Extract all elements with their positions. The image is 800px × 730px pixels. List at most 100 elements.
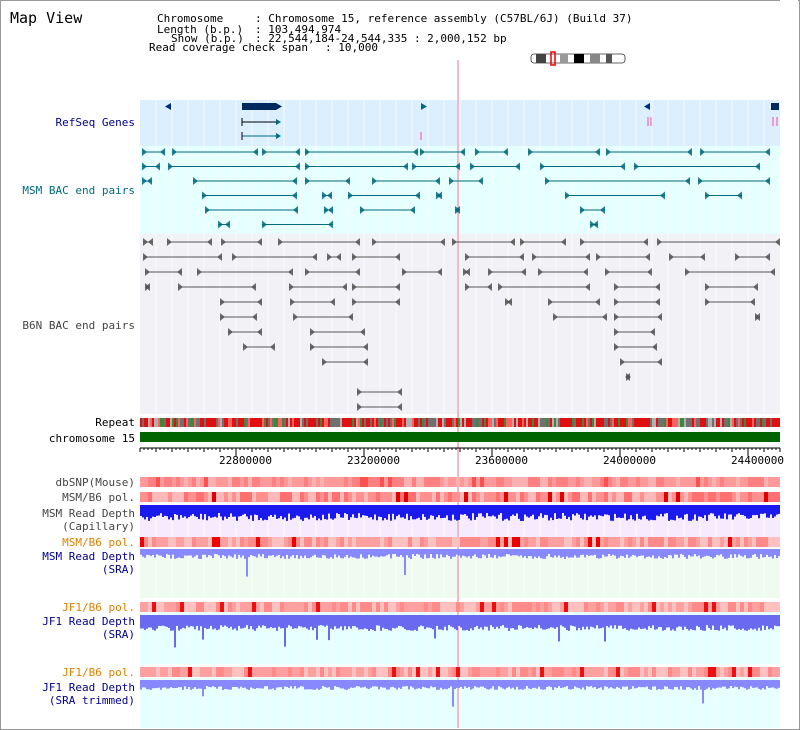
msm-pol2-cell	[364, 537, 368, 547]
dbsnp-cell	[592, 477, 596, 487]
jf1-trimmed-depth-bar	[650, 680, 652, 690]
track-label-jf1-depth-sra[interactable]: JF1 Read Depth	[42, 615, 135, 628]
repeat-segment	[288, 418, 290, 427]
msm-pol2-cell	[304, 537, 308, 547]
track-label-jf1-b6-pol-2[interactable]: JF1/B6 pol.	[62, 666, 135, 679]
msm-pol2-cell	[676, 537, 680, 547]
polymorphism-heat-rows[interactable]	[140, 477, 780, 677]
msm-pair-end	[590, 220, 595, 229]
read-depth-graphs[interactable]	[140, 505, 780, 707]
jf1-sra-depth-bar	[364, 615, 366, 629]
track-label-chromosome[interactable]: chromosome 15	[48, 432, 135, 445]
msm-capillary-depth-bar	[582, 505, 584, 520]
track-label-msm-b6-pol[interactable]: MSM/B6 pol.	[62, 491, 135, 504]
jf1-sra-depth-bar	[734, 615, 736, 629]
msm-capillary-depth-bar	[596, 505, 598, 520]
msm-pol-cell	[576, 492, 580, 502]
msm-pol-cell	[364, 492, 368, 502]
repeat-track[interactable]	[140, 418, 780, 427]
msm-capillary-depth-bar	[182, 505, 184, 518]
jf1-trimmed-depth-bar	[416, 680, 418, 689]
msm-pair-end	[415, 191, 420, 200]
dbsnp-cell	[416, 477, 420, 487]
track-label-msm-depth-sra[interactable]: MSM Read Depth	[42, 550, 135, 563]
jf1-trimmed-depth-bar	[310, 680, 312, 690]
jf1-sra-depth-bar	[264, 615, 266, 627]
dbsnp-cell	[460, 477, 464, 487]
msm-capillary-depth-bar	[674, 505, 676, 521]
track-label-dbsnp[interactable]: dbSNP(Mouse)	[55, 476, 135, 489]
msm-sra-depth-bar	[430, 549, 432, 555]
msm-capillary-depth-bar	[396, 505, 398, 517]
track-label-refseq-genes[interactable]: RefSeq Genes	[55, 116, 135, 129]
msm-pol-cell	[236, 492, 240, 502]
jf1-sra-depth-bar	[554, 615, 556, 629]
jf1-sra-depth-bar	[714, 615, 716, 630]
b6n-pair-end	[228, 328, 233, 336]
jf1-trimmed-depth-bar	[146, 680, 148, 690]
chromosome-ideogram[interactable]	[530, 51, 626, 66]
jf1-pol2-cell	[540, 667, 544, 677]
msm-pol-cell	[400, 492, 404, 502]
track-label-msm-depth-capillary[interactable]: MSM Read Depth	[42, 507, 135, 520]
msm-sra-depth-bar	[704, 549, 706, 557]
track-label-jf1-b6-pol[interactable]: JF1/B6 pol.	[62, 601, 135, 614]
msm-sra-depth-bar	[642, 549, 644, 556]
jf1-trimmed-depth-bar	[438, 680, 440, 690]
jf1-sra-depth-bar	[188, 615, 190, 628]
track-label-jf1-depth-trimmed[interactable]: JF1 Read Depth	[42, 681, 135, 694]
repeat-segment	[656, 418, 658, 427]
repeat-segment	[328, 418, 330, 427]
msm-capillary-depth-bar	[534, 505, 536, 520]
chromosome-bar[interactable]	[140, 432, 780, 442]
msm-sra-depth-bar	[668, 549, 670, 556]
msm-sra-depth-bar	[400, 549, 402, 556]
msm-pol2-cell	[652, 537, 656, 547]
msm-pol-cell	[644, 492, 648, 502]
repeat-segment	[674, 418, 676, 427]
b6n-pair-end	[775, 238, 780, 246]
track-label-msm-bac[interactable]: MSM BAC end pairs	[22, 184, 135, 197]
jf1-sra-depth-bar	[392, 615, 394, 628]
msm-sra-depth-bar	[546, 549, 548, 557]
track-label-msm-b6-pol-2[interactable]: MSM/B6 pol.	[62, 536, 135, 549]
jf1-trimmed-depth-bar	[150, 680, 152, 690]
b6n-pair-end	[655, 283, 660, 291]
track-label-repeat[interactable]: Repeat	[95, 416, 135, 429]
repeat-segment	[354, 418, 356, 427]
jf1-trimmed-depth-bar	[268, 680, 270, 690]
repeat-segment	[716, 418, 718, 427]
track-label-b6n-bac[interactable]: B6N BAC end pairs	[22, 319, 135, 332]
repeat-segment	[208, 418, 210, 427]
msm-pol-cell	[464, 492, 468, 502]
refseq-genes-track[interactable]	[165, 103, 779, 140]
jf1-trimmed-depth-bar	[214, 680, 216, 688]
b6n-bac-end-pairs-track[interactable]	[143, 238, 780, 426]
jf1-trimmed-depth-bar	[370, 680, 372, 688]
jf1-pol2-cell	[500, 667, 504, 677]
msm-capillary-depth-bar	[728, 505, 730, 515]
jf1-trimmed-depth-bar	[500, 680, 502, 688]
repeat-segment	[228, 418, 230, 427]
msm-pol-cell	[508, 492, 512, 502]
jf1-sra-depth-bar	[286, 615, 288, 628]
jf1-trimmed-depth-bar	[460, 680, 462, 687]
repeat-segment	[594, 418, 596, 427]
jf1-pol-cell	[416, 602, 420, 612]
msm-bac-end-pairs-track[interactable]	[142, 148, 770, 229]
jf1-trimmed-depth-bar	[738, 680, 740, 690]
jf1-trimmed-depth-bar	[686, 680, 688, 688]
msm-capillary-depth-bar	[552, 505, 554, 521]
msm-sra-depth-bar	[328, 549, 330, 559]
msm-capillary-depth-bar	[378, 505, 380, 517]
jf1-sra-depth-bar	[656, 615, 658, 630]
msm-capillary-depth-bar	[634, 505, 636, 521]
jf1-pol-cell	[392, 602, 396, 612]
b6n-pair-end	[143, 238, 148, 246]
dbsnp-cell	[176, 477, 180, 487]
msm-pol2-cell	[668, 537, 672, 547]
msm-pol-cell	[580, 492, 584, 502]
jf1-pol-cell	[176, 602, 180, 612]
jf1-trimmed-depth-bar	[514, 680, 516, 690]
